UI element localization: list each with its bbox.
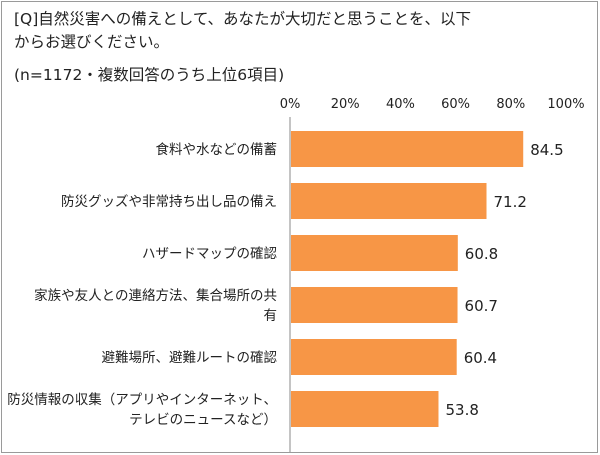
x-tick-label: 40% [386,97,415,112]
value-label: 71.2 [494,193,527,211]
category-label: ハザードマップの確認 [142,246,277,262]
sample-note: (n=1172・複数回答のうち上位6項目) [14,66,285,84]
value-label: 60.4 [464,349,497,367]
x-tick-label: 80% [496,97,525,112]
value-label: 84.5 [530,141,563,159]
value-label: 53.8 [445,401,478,419]
x-tick-label: 20% [331,97,360,112]
x-tick-label: 60% [441,97,470,112]
bar [291,339,457,375]
x-tick-label: 100% [547,97,584,112]
category-label: 防災グッズや非常持ち出し品の備え [61,194,277,210]
question-text: [Q]自然災害への備えとして、あなたが大切だと思うことを、以下からお選びください… [14,10,472,51]
bar [291,183,487,219]
bar [291,287,458,323]
category-label: 避難場所、避難ルートの確認 [102,350,278,366]
x-tick-label: 0% [280,97,301,112]
bar [291,235,458,271]
bar [291,131,524,167]
bar [291,391,439,427]
category-label: 家族や友人との連絡方法、集合場所の共 [34,287,277,304]
value-label: 60.7 [465,297,498,315]
category-label: 防災情報の収集（アプリやインターネット、 [7,392,277,408]
category-label: 有 [264,308,278,324]
category-label: 食料や水などの備蓄 [156,141,278,158]
value-label: 60.8 [465,245,498,263]
category-label: テレビのニュースなど） [129,412,277,428]
